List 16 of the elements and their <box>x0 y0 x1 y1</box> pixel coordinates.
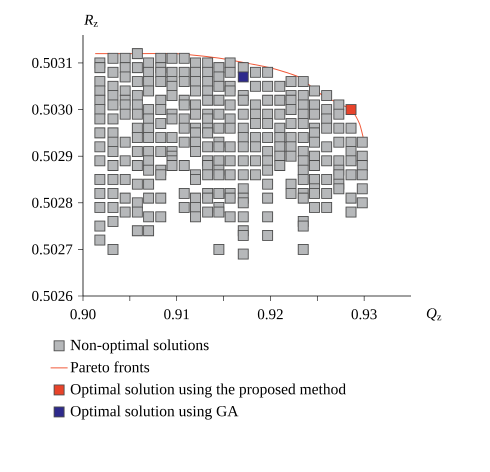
y-tick-label: 0.5029 <box>32 151 72 162</box>
y-tick-label: 0.5031 <box>32 58 72 68</box>
legend-label: Pareto fronts <box>70 361 150 372</box>
y-tick-label: 0.5030 <box>32 104 72 115</box>
y-tick-label: 0.5026 <box>32 290 72 302</box>
x-tick-label: 0.93 <box>352 309 377 320</box>
y-tick-label: 0.5028 <box>32 198 72 208</box>
y-tick-label: 0.5027 <box>32 244 72 254</box>
x-tick-label: 0.92 <box>258 309 283 320</box>
legend-label: Non-optimal solutions <box>70 339 209 354</box>
x-axis-title: Q$_{z}$ <box>426 308 442 321</box>
x-tick-label: 0.90 <box>70 309 96 320</box>
legend-label: Optimal solution using the proposed method <box>70 383 346 398</box>
legend-label: Optimal solution using GA <box>70 405 238 420</box>
x-tick-label: 0.91 <box>164 309 189 320</box>
y-axis-title: R$_{z}$ <box>84 14 98 27</box>
